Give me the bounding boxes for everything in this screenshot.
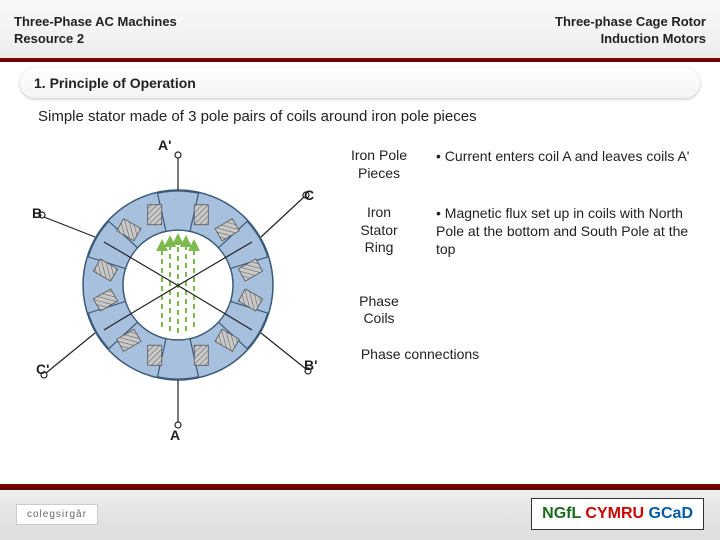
section-title-bar: 1. Principle of Operation xyxy=(20,68,700,98)
logo-part-gcad: GCaD xyxy=(649,505,693,522)
intro-text: Simple stator made of 3 pole pairs of co… xyxy=(38,108,682,125)
callout-area: Iron Pole Pieces • Current enters coil A… xyxy=(340,137,710,363)
label-A-prime: A' xyxy=(158,137,171,153)
header-left-line2: Resource 2 xyxy=(14,31,177,48)
header-right-line2: Induction Motors xyxy=(555,31,706,48)
logo-ngfl: NGfL CYMRU GCaD xyxy=(531,498,704,530)
label-A: A xyxy=(170,427,180,443)
footer-bar: colegsirgâr NGfL CYMRU GCaD xyxy=(0,484,720,540)
label-iron-pole-pieces: Iron Pole Pieces xyxy=(340,147,418,182)
label-B-prime: B' xyxy=(304,357,317,373)
header-bar: Three-Phase AC Machines Resource 2 Three… xyxy=(0,0,720,62)
label-iron-stator-ring: Iron Stator Ring xyxy=(340,204,418,257)
label-C: C xyxy=(304,187,314,203)
logo-college: colegsirgâr xyxy=(16,504,98,525)
bullet-current: • Current enters coil A and leaves coils… xyxy=(436,147,710,165)
header-left: Three-Phase AC Machines Resource 2 xyxy=(14,14,177,48)
footer-inner: colegsirgâr NGfL CYMRU GCaD xyxy=(0,484,720,540)
section-title: 1. Principle of Operation xyxy=(34,75,196,91)
content-area: A' C B' A C' B Iron Pole Pieces • Curren… xyxy=(0,133,720,473)
label-phase-connections: Phase connections xyxy=(320,346,520,364)
stator-diagram: A' C B' A C' B xyxy=(38,137,318,437)
logo-part-ngfl: NGfL xyxy=(542,505,581,522)
header-right: Three-phase Cage Rotor Induction Motors xyxy=(555,14,706,48)
bullet-flux: • Magnetic flux set up in coils with Nor… xyxy=(436,204,710,259)
label-C-prime: C' xyxy=(36,361,49,377)
stator-svg xyxy=(38,137,318,437)
header-left-line1: Three-Phase AC Machines xyxy=(14,14,177,31)
label-B: B xyxy=(32,205,42,221)
logo-part-cymru: CYMRU xyxy=(585,505,644,522)
label-phase-coils: Phase Coils xyxy=(340,293,418,328)
header-right-line1: Three-phase Cage Rotor xyxy=(555,14,706,31)
